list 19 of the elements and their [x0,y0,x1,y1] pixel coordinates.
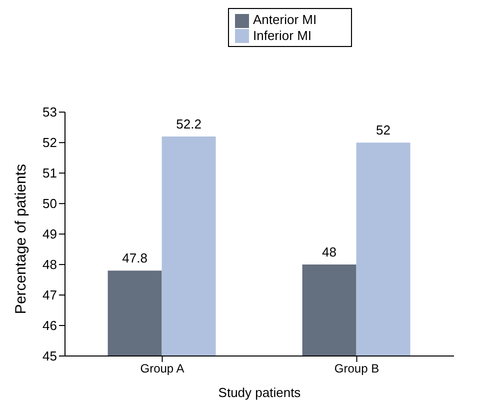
y-tick-label: 52 [42,135,57,150]
legend-label: Inferior MI [253,28,312,43]
y-tick-label: 49 [42,226,57,242]
y-tick-label: 51 [42,166,57,181]
x-axis-title: Study patients [218,385,302,400]
y-tick-label: 45 [42,348,57,364]
y-axis-title: Percentage of patients [12,164,30,314]
y-tick-label: 47 [42,288,57,303]
x-tick-label: Group A [140,362,184,376]
y-tick-label: 46 [42,318,57,334]
legend-label: Anterior MI [253,12,317,27]
y-tick-label: 48 [42,257,57,272]
y-tick-label: 53 [42,104,57,120]
data-label: 47.8 [122,250,148,266]
data-label: 52.2 [176,116,202,132]
data-label: 48 [322,244,337,260]
y-tick-label: 50 [42,196,57,212]
x-tick-label: Group B [334,362,380,376]
data-label: 52 [376,122,391,138]
